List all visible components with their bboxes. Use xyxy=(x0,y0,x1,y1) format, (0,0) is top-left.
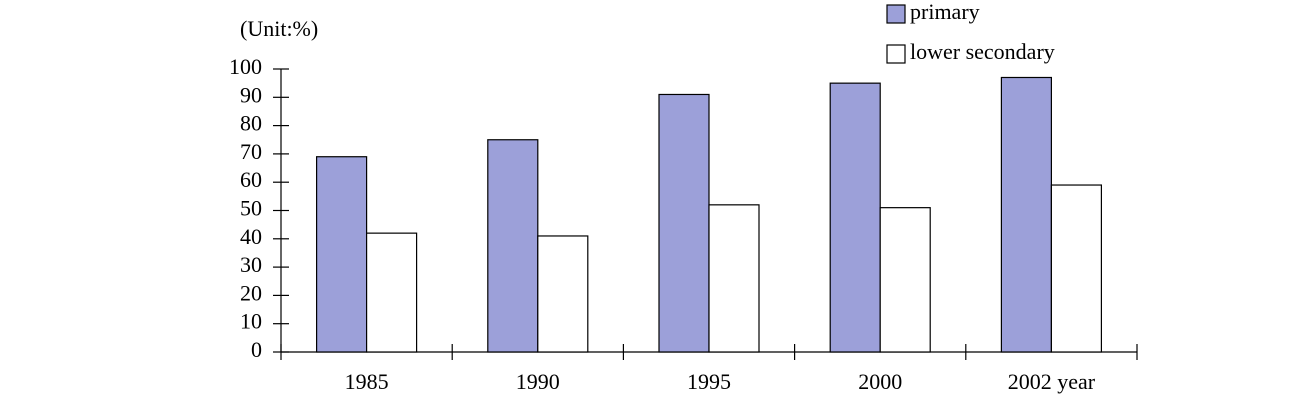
x-tick-label: 1985 xyxy=(345,369,389,394)
bar xyxy=(1000,76,1053,353)
bar xyxy=(658,93,710,353)
y-tick-label: 0 xyxy=(251,337,262,362)
x-tick-label: 1990 xyxy=(516,369,560,394)
bar xyxy=(708,204,760,353)
x-tick-label: 2000 xyxy=(858,369,902,394)
y-tick-label: 50 xyxy=(240,196,262,221)
legend-swatch xyxy=(886,4,906,24)
y-tick-label: 100 xyxy=(229,54,262,79)
bar xyxy=(829,82,881,353)
bar xyxy=(366,232,418,353)
y-tick-label: 80 xyxy=(240,111,262,136)
y-tick-label: 30 xyxy=(240,252,262,277)
legend-label: primary xyxy=(910,0,980,24)
y-tick-label: 10 xyxy=(240,309,262,334)
bar xyxy=(1050,184,1103,353)
bar xyxy=(316,156,368,353)
y-tick-label: 20 xyxy=(240,280,262,305)
y-tick-label: 40 xyxy=(240,224,262,249)
bar xyxy=(537,235,589,353)
y-tick-label: 60 xyxy=(240,167,262,192)
x-tick-label: 1995 xyxy=(687,369,731,394)
bar xyxy=(487,139,539,353)
y-tick-label: 70 xyxy=(240,139,262,164)
y-tick-label: 90 xyxy=(240,82,262,107)
x-tick-label: 2002 year xyxy=(1008,369,1096,394)
legend-swatch xyxy=(886,44,906,64)
legend-label: lower secondary xyxy=(910,39,1055,64)
y-axis-label: (Unit:%) xyxy=(240,16,318,41)
bar xyxy=(879,207,931,353)
